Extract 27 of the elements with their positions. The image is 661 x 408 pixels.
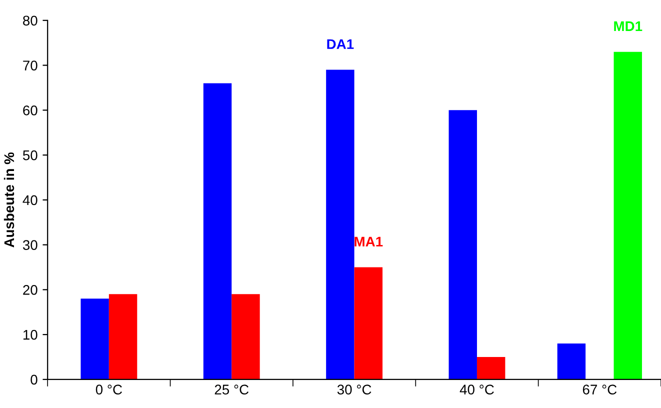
series-label: DA1 — [327, 39, 354, 49]
bar — [614, 52, 642, 380]
bar — [108, 294, 138, 380]
bar — [232, 294, 260, 380]
bar — [476, 357, 506, 380]
y-tick-label: 50 — [22, 150, 38, 160]
y-tick-label: 60 — [23, 105, 38, 116]
y-tick-label: 0 — [30, 374, 38, 385]
x-tick-label: 30 °C — [337, 384, 372, 395]
bar — [448, 110, 477, 380]
x-tick-label: 40 °C — [460, 384, 494, 395]
y-tick-label: 40 — [22, 195, 38, 206]
x-tick-label: 25 °C — [214, 384, 249, 395]
series-label: MA1 — [354, 236, 383, 246]
x-tick-label: 0 °C — [96, 384, 122, 395]
y-tick-label: 30 — [22, 240, 38, 250]
bar — [326, 70, 354, 380]
y-tick-label: 20 — [23, 285, 38, 295]
bar — [203, 83, 232, 380]
y-tick-label: 10 — [23, 330, 38, 340]
series-label: MD1 — [614, 21, 642, 31]
y-tick-label: 70 — [23, 60, 38, 70]
y-axis-title: Ausbeute in % — [4, 152, 14, 248]
x-tick-label: 67 °C — [582, 384, 617, 395]
bar — [354, 267, 383, 380]
bar — [80, 298, 109, 380]
y-tick-label: 80 — [23, 16, 38, 26]
